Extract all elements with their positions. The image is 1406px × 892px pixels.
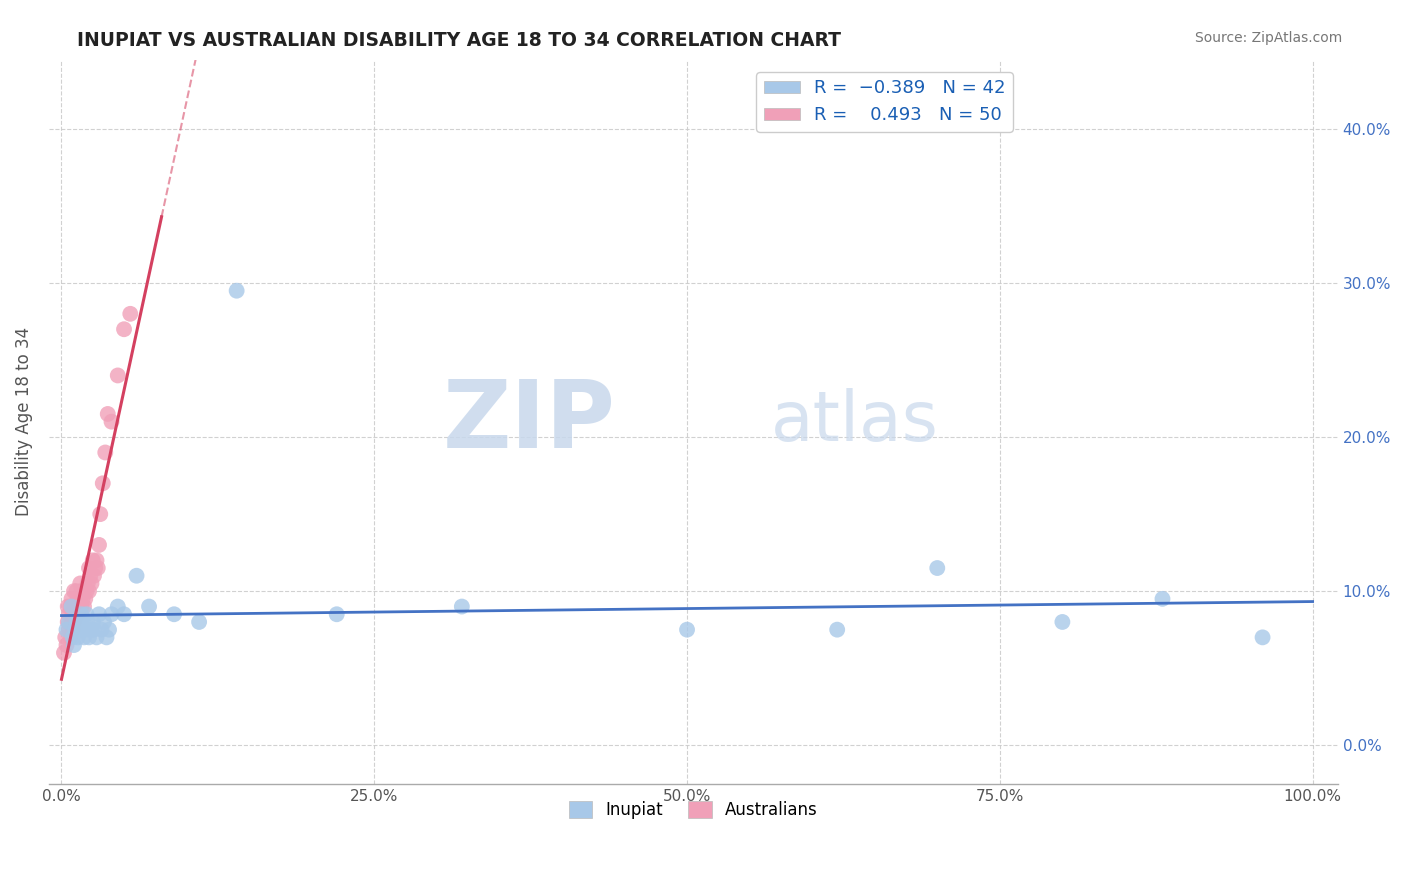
- Point: [76, 584, 98, 599]
- Point: [82, 553, 104, 567]
- Point: [63, 584, 86, 599]
- Point: [72, 623, 94, 637]
- Point: [94, 445, 117, 459]
- Point: [100, 415, 122, 429]
- Point: [80, 576, 103, 591]
- Point: [96, 631, 118, 645]
- Point: [188, 615, 211, 629]
- Point: [59, 599, 82, 614]
- Legend: Inupiat, Australians: Inupiat, Australians: [562, 795, 824, 826]
- Point: [58, 615, 80, 629]
- Point: [676, 623, 699, 637]
- Text: Source: ZipAtlas.com: Source: ZipAtlas.com: [1195, 31, 1343, 45]
- Point: [1052, 615, 1074, 629]
- Point: [97, 407, 120, 421]
- Point: [60, 615, 83, 629]
- Point: [73, 631, 96, 645]
- Point: [75, 591, 97, 606]
- Point: [163, 607, 186, 622]
- Point: [67, 599, 90, 614]
- Point: [1152, 591, 1174, 606]
- Point: [450, 599, 472, 614]
- Point: [107, 368, 129, 383]
- Point: [825, 623, 848, 637]
- Text: INUPIAT VS AUSTRALIAN DISABILITY AGE 18 TO 34 CORRELATION CHART: INUPIAT VS AUSTRALIAN DISABILITY AGE 18 …: [77, 31, 841, 50]
- Point: [112, 607, 135, 622]
- Point: [65, 615, 87, 629]
- Point: [66, 631, 89, 645]
- Point: [84, 561, 107, 575]
- Point: [53, 646, 76, 660]
- Point: [100, 607, 122, 622]
- Point: [75, 623, 97, 637]
- Point: [63, 615, 86, 629]
- Point: [60, 599, 83, 614]
- Point: [70, 599, 93, 614]
- Y-axis label: Disability Age 18 to 34: Disability Age 18 to 34: [15, 327, 32, 516]
- Point: [87, 607, 110, 622]
- Point: [225, 284, 247, 298]
- Point: [77, 584, 100, 599]
- Point: [90, 623, 112, 637]
- Point: [69, 576, 91, 591]
- Point: [65, 584, 87, 599]
- Point: [60, 591, 83, 606]
- Point: [77, 561, 100, 575]
- Point: [67, 623, 90, 637]
- Point: [56, 599, 79, 614]
- Point: [70, 607, 93, 622]
- Point: [80, 623, 103, 637]
- Point: [58, 623, 80, 637]
- Point: [76, 607, 98, 622]
- Point: [62, 623, 84, 637]
- Point: [138, 599, 160, 614]
- Point: [91, 476, 114, 491]
- Point: [55, 623, 77, 637]
- Point: [325, 607, 347, 622]
- Point: [107, 599, 129, 614]
- Point: [65, 599, 87, 614]
- Point: [65, 599, 87, 614]
- Point: [112, 322, 135, 336]
- Point: [125, 568, 148, 582]
- Point: [76, 576, 98, 591]
- Point: [79, 568, 101, 582]
- Point: [86, 631, 108, 645]
- Point: [82, 615, 104, 629]
- Point: [63, 638, 86, 652]
- Point: [83, 623, 105, 637]
- Point: [93, 615, 115, 629]
- Point: [89, 507, 111, 521]
- Text: atlas: atlas: [770, 388, 938, 455]
- Point: [65, 623, 87, 637]
- Point: [59, 631, 82, 645]
- Point: [58, 607, 80, 622]
- Point: [98, 623, 121, 637]
- Point: [1251, 631, 1274, 645]
- Point: [62, 607, 84, 622]
- Point: [56, 615, 79, 629]
- Point: [86, 553, 108, 567]
- Point: [73, 584, 96, 599]
- Point: [53, 631, 76, 645]
- Point: [62, 631, 84, 645]
- Point: [76, 615, 98, 629]
- Point: [87, 561, 110, 575]
- Point: [120, 307, 142, 321]
- Point: [69, 591, 91, 606]
- Point: [72, 591, 94, 606]
- Point: [87, 538, 110, 552]
- Point: [69, 615, 91, 629]
- Point: [73, 599, 96, 614]
- Point: [927, 561, 949, 575]
- Point: [70, 584, 93, 599]
- Point: [83, 568, 105, 582]
- Point: [55, 638, 77, 652]
- Point: [66, 607, 89, 622]
- Point: [77, 631, 100, 645]
- Point: [66, 591, 89, 606]
- Text: ZIP: ZIP: [443, 376, 616, 467]
- Point: [65, 607, 87, 622]
